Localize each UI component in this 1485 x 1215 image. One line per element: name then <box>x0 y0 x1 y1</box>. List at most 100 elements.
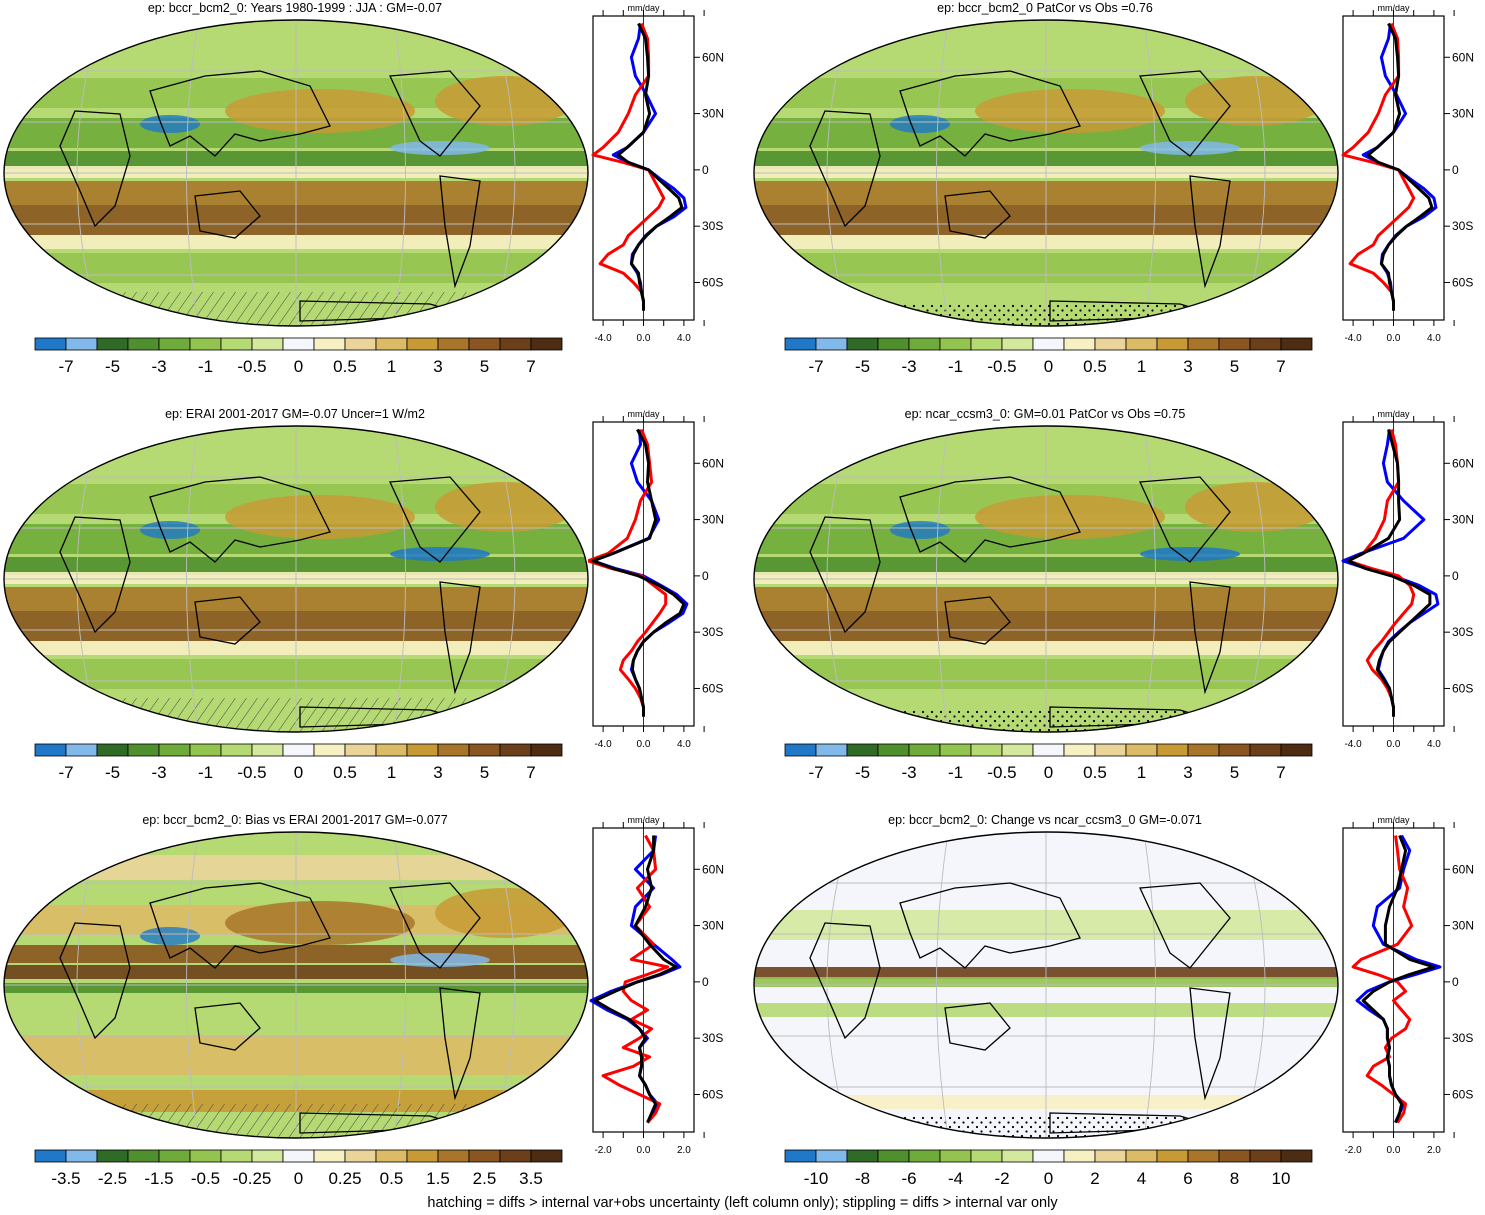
colorbar-swatch <box>1063 743 1096 757</box>
colorbar-label: -5 <box>855 357 870 376</box>
y-tick-label: 30N <box>1452 513 1474 527</box>
colorbar-swatch <box>530 743 563 757</box>
y-tick-label: 60S <box>702 681 723 695</box>
colorbar-label: 5 <box>480 357 489 376</box>
profile-line-black <box>616 22 684 311</box>
colorbar-swatch <box>220 743 253 757</box>
colorbar-swatch <box>375 1149 408 1163</box>
x-tick-label: -2.0 <box>594 1145 612 1156</box>
colorbar-swatch <box>908 743 941 757</box>
colorbar-label: -0.5 <box>987 763 1016 782</box>
colorbar-label: 6 <box>1183 1169 1192 1188</box>
colorbar-swatch <box>530 1149 563 1163</box>
y-tick-label: 30S <box>702 219 723 233</box>
y-tick-label: 30S <box>1452 1031 1473 1045</box>
colorbar: -10 -8 -6 -4 -2 0 2 4 6 8 10 <box>784 1149 1313 1188</box>
colorbar-label: 7 <box>526 357 535 376</box>
y-tick-label: 0 <box>702 163 709 177</box>
profile-unit: mm/day <box>1377 3 1410 13</box>
colorbar-label: 1 <box>1137 357 1146 376</box>
colorbar: -7 -5 -3 -1 -0.5 0 0.5 1 3 5 7 <box>784 337 1313 376</box>
profile-line-red <box>588 428 668 717</box>
colorbar-swatch <box>313 743 346 757</box>
colorbar-label: -1.5 <box>144 1169 173 1188</box>
colorbar-label: 0 <box>1044 1169 1053 1188</box>
colorbar-label: 4 <box>1137 1169 1146 1188</box>
colorbar-swatch <box>1249 743 1282 757</box>
x-tick-label: -2.0 <box>1344 1145 1362 1156</box>
colorbar-label: 3 <box>433 357 442 376</box>
x-tick-label: 4.0 <box>1427 333 1441 344</box>
profile-unit: mm/day <box>627 815 660 825</box>
profile-unit: mm/day <box>1377 815 1410 825</box>
colorbar-swatch <box>1218 743 1251 757</box>
colorbar-swatch <box>189 337 222 351</box>
colorbar-label: -3.5 <box>51 1169 80 1188</box>
panel-p2: ep: bccr_bcm2_0 PatCor vs Obs =0.76 mm/da… <box>750 0 1485 400</box>
x-tick-label: -4.0 <box>594 739 612 750</box>
colorbar-label: -8 <box>855 1169 870 1188</box>
continent-outline <box>1139 476 1231 563</box>
continent-outline <box>389 882 481 969</box>
continent-outline <box>1189 581 1231 695</box>
colorbar-swatch <box>877 743 910 757</box>
colorbar: -7 -5 -3 -1 -0.5 0 0.5 1 3 5 7 <box>34 743 563 782</box>
colorbar-swatch <box>65 1149 98 1163</box>
colorbar-swatch <box>468 1149 501 1163</box>
colorbar-swatch <box>437 743 470 757</box>
colorbar-label: 1 <box>1137 763 1146 782</box>
colorbar-swatch <box>1249 337 1282 351</box>
continent-outline <box>809 922 881 1040</box>
colorbar-swatch <box>846 743 879 757</box>
x-tick-label: 2.0 <box>1427 1145 1441 1156</box>
colorbar-swatch <box>1094 337 1127 351</box>
y-tick-label: 60N <box>1452 50 1474 64</box>
colorbar-swatch <box>1156 743 1189 757</box>
colorbar-swatch <box>1032 337 1065 351</box>
map-outline <box>753 425 1339 733</box>
colorbar-label: -0.25 <box>233 1169 272 1188</box>
colorbar-swatch <box>1063 1149 1096 1163</box>
y-tick-label: 60N <box>1452 456 1474 470</box>
profile-line-black <box>1366 22 1434 311</box>
colorbar: -3.5 -2.5 -1.5 -0.5 -0.25 0 0.25 0.5 1.5 2.5 3.5 <box>34 1149 563 1188</box>
colorbar-swatch <box>939 1149 972 1163</box>
colorbar-swatch <box>127 337 160 351</box>
colorbar-swatch <box>406 337 439 351</box>
map-plot <box>753 831 1339 1139</box>
colorbar-label: -2.5 <box>98 1169 127 1188</box>
colorbar-label: -7 <box>58 763 73 782</box>
continent-outline <box>899 882 1081 969</box>
colorbar-label: -1 <box>198 357 213 376</box>
colorbar-swatch <box>1280 743 1313 757</box>
x-tick-label: 4.0 <box>677 333 691 344</box>
colorbar-swatch <box>158 337 191 351</box>
colorbar-swatch <box>344 743 377 757</box>
panel-p1: ep: bccr_bcm2_0: Years 1980-1999 : JJA :… <box>0 0 740 400</box>
y-tick-label: 0 <box>702 975 709 989</box>
profile-line-red <box>1351 835 1414 1124</box>
colorbar-swatch <box>970 743 1003 757</box>
zonal-mean-profile: mm/day -4.0 0.0 4.0 60N 30N 0 30S 60S <box>588 409 724 750</box>
y-tick-label: 0 <box>1452 975 1459 989</box>
colorbar-label: 0 <box>1044 357 1053 376</box>
colorbar-label: -3 <box>901 763 916 782</box>
map-field <box>4 832 588 1138</box>
colorbar-swatch <box>1187 1149 1220 1163</box>
colorbar-swatch <box>189 743 222 757</box>
profile-unit: mm/day <box>627 409 660 419</box>
colorbar: -7 -5 -3 -1 -0.5 0 0.5 1 3 5 7 <box>784 743 1313 782</box>
colorbar-swatch <box>189 1149 222 1163</box>
map-outline <box>3 425 589 733</box>
profile-line-black <box>1361 834 1436 1124</box>
continent-outline <box>899 70 1081 157</box>
y-tick-label: 30S <box>1452 219 1473 233</box>
colorbar-swatch <box>158 1149 191 1163</box>
map-field <box>754 832 1338 1138</box>
x-tick-label: 0.0 <box>637 739 651 750</box>
colorbar-label: -1 <box>198 763 213 782</box>
zonal-mean-profile: mm/day -2.0 0.0 2.0 60N 30N 0 30S 60S <box>589 815 724 1156</box>
colorbar-swatch <box>815 743 848 757</box>
x-tick-label: -4.0 <box>1344 739 1362 750</box>
colorbar-swatch <box>158 743 191 757</box>
